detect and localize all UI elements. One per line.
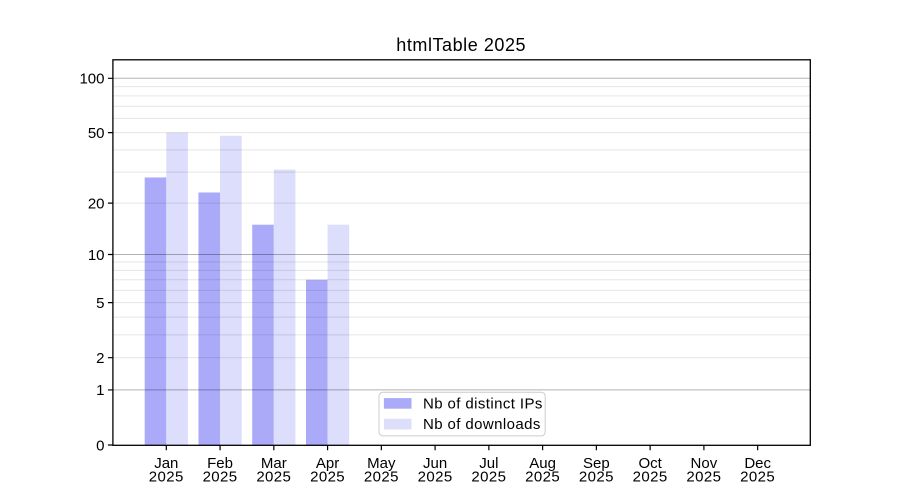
svg-text:2025: 2025: [203, 468, 238, 485]
svg-text:2025: 2025: [633, 468, 668, 485]
svg-text:0: 0: [96, 437, 104, 454]
svg-text:Sep: Sep: [583, 455, 610, 472]
svg-text:Jun: Jun: [423, 455, 447, 472]
svg-text:2025: 2025: [418, 468, 453, 485]
svg-text:Aug: Aug: [529, 455, 556, 472]
svg-text:2025: 2025: [471, 468, 506, 485]
svg-text:Apr: Apr: [316, 455, 339, 472]
svg-text:htmlTable 2025: htmlTable 2025: [396, 35, 526, 55]
svg-text:Nov: Nov: [691, 455, 718, 472]
svg-text:1: 1: [96, 382, 104, 399]
svg-text:2025: 2025: [149, 468, 184, 485]
svg-text:Nb of downloads: Nb of downloads: [423, 416, 541, 433]
svg-text:20: 20: [88, 195, 105, 212]
svg-text:Mar: Mar: [261, 455, 287, 472]
svg-text:2025: 2025: [310, 468, 345, 485]
svg-text:Jul: Jul: [479, 455, 498, 472]
svg-text:2025: 2025: [579, 468, 614, 485]
svg-text:2: 2: [96, 350, 104, 367]
svg-text:100: 100: [79, 71, 104, 88]
svg-text:2025: 2025: [256, 468, 291, 485]
svg-text:Jan: Jan: [154, 455, 178, 472]
svg-text:Feb: Feb: [207, 455, 233, 472]
svg-text:Oct: Oct: [638, 455, 662, 472]
svg-text:50: 50: [88, 125, 105, 142]
svg-text:5: 5: [96, 295, 104, 312]
svg-text:2025: 2025: [740, 468, 775, 485]
svg-text:2025: 2025: [525, 468, 560, 485]
svg-text:2025: 2025: [686, 468, 721, 485]
svg-text:May: May: [367, 455, 396, 472]
svg-text:10: 10: [88, 247, 105, 264]
svg-text:Nb of distinct IPs: Nb of distinct IPs: [423, 396, 543, 413]
svg-text:Dec: Dec: [744, 455, 771, 472]
svg-text:2025: 2025: [364, 468, 399, 485]
